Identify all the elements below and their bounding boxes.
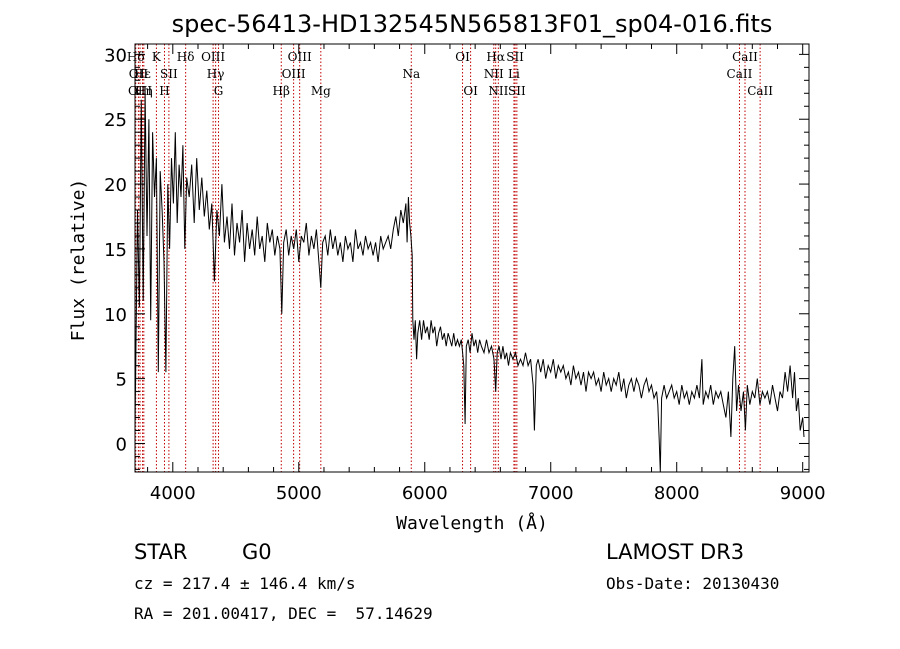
- observation-date: Obs-Date: 20130430: [606, 574, 780, 593]
- y-axis-ticks: 0 5 10 15 20 25 30: [104, 45, 809, 470]
- y-tick-label: 0: [116, 434, 127, 455]
- x-tick-label: 6000: [402, 483, 448, 504]
- line-label: SII: [508, 84, 526, 98]
- coordinates: RA = 201.00417, DEC = 57.14629: [134, 604, 433, 623]
- line-label: NII: [484, 67, 504, 81]
- spectrum-line: [134, 93, 805, 473]
- line-label: OIII: [201, 50, 225, 64]
- line-label: Hδ: [127, 50, 145, 64]
- object-class: STAR: [134, 540, 188, 564]
- line-label: Hα: [486, 50, 505, 64]
- y-tick-label: 30: [104, 45, 127, 66]
- chart-title: spec-56413-HD132545N565813F01_sp04-016.f…: [172, 10, 773, 38]
- line-label: Hε: [134, 67, 151, 81]
- line-label: Na: [402, 67, 420, 81]
- line-label: CaII: [727, 67, 753, 81]
- line-label: OIII: [282, 67, 306, 81]
- plot-frame: [134, 43, 810, 473]
- y-tick-label: 20: [104, 175, 127, 196]
- line-label: OI: [455, 50, 470, 64]
- line-label: OIII: [128, 84, 152, 98]
- x-axis-label: Wavelength (Å): [396, 512, 548, 534]
- redshift-cz: cz = 217.4 ± 146.4 km/s: [134, 574, 356, 593]
- line-label: NII: [488, 84, 508, 98]
- line-label: Mg: [311, 84, 331, 98]
- line-label: SII: [506, 50, 524, 64]
- x-tick-label: 8000: [654, 483, 700, 504]
- line-label: K: [152, 50, 162, 64]
- y-axis-label: Flux (relative): [68, 179, 89, 342]
- line-label: G: [214, 84, 224, 98]
- line-label: OI: [463, 84, 478, 98]
- line-label: Li: [508, 67, 520, 81]
- line-label: CaII: [732, 50, 758, 64]
- line-label: OII: [129, 67, 149, 81]
- line-label: Hη: [135, 84, 153, 98]
- y-tick-label: 10: [104, 305, 127, 326]
- line-label: Hγ: [207, 67, 225, 81]
- y-tick-label: 15: [104, 240, 127, 261]
- line-label: H: [159, 84, 169, 98]
- spectral-line-markers: [135, 44, 761, 472]
- spectral-line-labels: Hδ OII OIII Hε Hη K H SII Hδ OIII Hγ G Hβ OIII OIII Mg N…: [127, 50, 773, 98]
- survey-name: LAMOST DR3: [606, 540, 745, 564]
- x-tick-label: 5000: [276, 483, 322, 504]
- x-axis-ticks: 4000 5000 6000 7000 8000 9000: [147, 44, 826, 504]
- x-tick-label: 9000: [780, 483, 826, 504]
- line-label: Hβ: [273, 84, 290, 98]
- x-tick-label: 7000: [528, 483, 574, 504]
- line-label: CaII: [747, 84, 773, 98]
- line-label: SII: [160, 67, 178, 81]
- y-tick-label: 25: [104, 110, 127, 131]
- x-tick-label: 4000: [150, 483, 196, 504]
- object-subclass: G0: [242, 540, 272, 564]
- line-label: OIII: [288, 50, 312, 64]
- y-tick-label: 5: [116, 370, 127, 391]
- line-label: Hδ: [177, 50, 195, 64]
